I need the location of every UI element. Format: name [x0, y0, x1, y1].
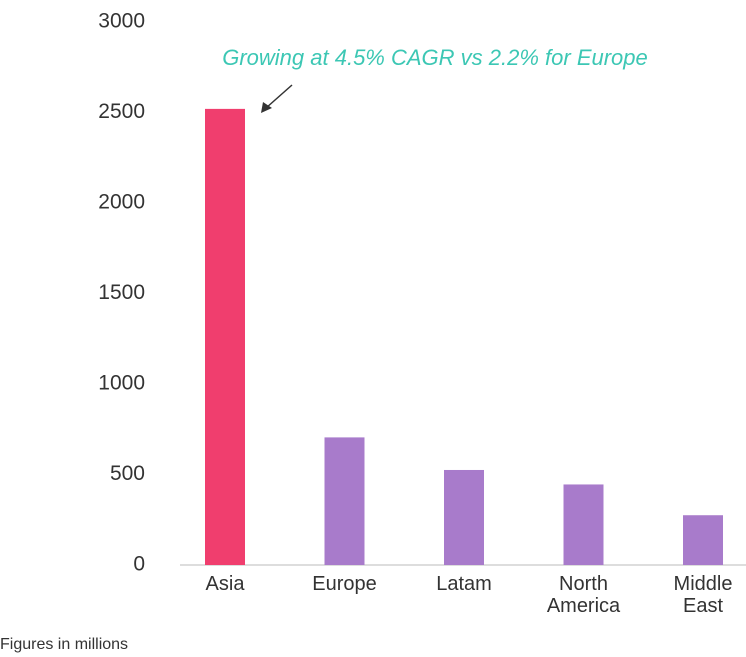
- footnote: Figures in millions: [0, 636, 129, 653]
- bar: [444, 469, 484, 565]
- x-tick-label: Asia: [205, 573, 245, 595]
- x-tick-label: Europe: [312, 573, 377, 595]
- x-tick-label: North America: [546, 573, 621, 617]
- x-tick-label: Middle East: [673, 573, 733, 617]
- y-tick-label: 2500: [98, 100, 145, 123]
- bar: [683, 515, 723, 565]
- bar: [205, 108, 245, 565]
- annotation: Growing at 4.5% CAGR vs 2.2% for Europe: [222, 45, 648, 70]
- y-tick-label: 3000: [98, 10, 145, 33]
- annotation-arrowhead: [261, 102, 272, 113]
- y-tick-label: 2000: [98, 191, 145, 214]
- bar: [324, 437, 365, 565]
- y-tick-label: 1000: [98, 372, 145, 395]
- bar: [563, 484, 604, 565]
- y-tick-label: 1500: [98, 281, 145, 304]
- y-tick-label: 500: [110, 462, 145, 485]
- annotation-arrow: [265, 84, 293, 109]
- x-tick-label: Latam: [436, 573, 492, 595]
- y-tick-label: 0: [133, 553, 145, 576]
